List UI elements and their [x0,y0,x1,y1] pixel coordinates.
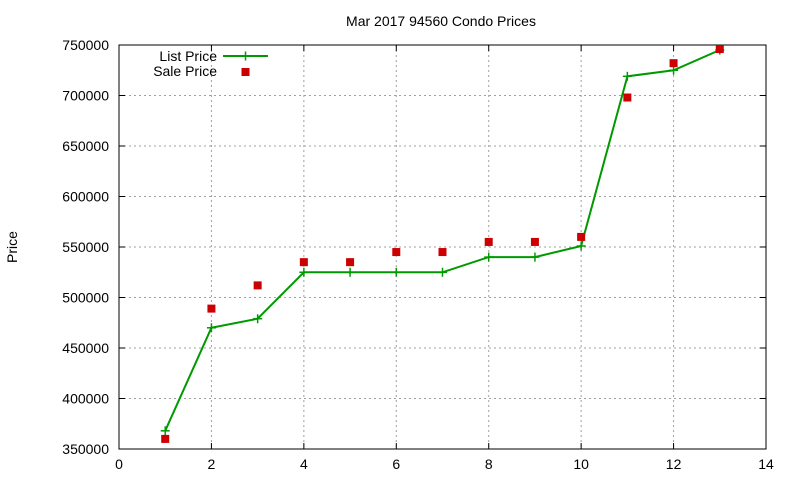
grid [119,45,766,449]
legend-label-list-price: List Price [159,48,217,64]
list-price-point [391,267,401,277]
series [160,45,725,443]
y-tick-label: 600000 [62,189,109,205]
legend-label-sale-price: Sale Price [153,63,217,79]
x-tick-label: 4 [300,456,308,472]
list-price-point [160,426,170,436]
list-price-point [206,323,216,333]
sale-price-point [392,248,401,257]
x-tick-label: 14 [758,456,774,472]
y-tick-label: 500000 [62,290,109,306]
y-tick-label: 750000 [62,37,109,53]
legend-sample-list-price-marker [241,51,250,61]
list-price-line [164,49,721,432]
chart-title: Mar 2017 94560 Condo Prices [346,13,536,29]
axis-ticks: 0 2 4 6 8 10 12 14 350000 400000 450000 500000 55000… [62,37,774,472]
sale-price-point [207,304,216,313]
sale-price-point [577,232,586,241]
y-axis-label: Price [4,231,20,263]
x-tick-label: 10 [573,456,589,472]
sale-price-point [623,93,632,102]
plot-frame [118,44,767,450]
sale-price-point [715,45,724,54]
y-tick-label: 700000 [62,88,109,104]
list-price-point [622,71,632,81]
list-price-point [345,267,355,277]
x-tick-label: 2 [208,456,216,472]
sale-price-point [299,258,308,267]
legend: List Price Sale Price [153,48,268,79]
y-tick-label: 650000 [62,138,109,154]
y-tick-label: 400000 [62,391,109,407]
list-price-point [438,267,447,277]
sale-price-point [161,434,170,443]
sale-price-point [669,59,678,68]
list-price-point [299,267,309,277]
x-tick-label: 12 [666,456,682,472]
sale-price-point [346,258,355,267]
x-tick-label: 6 [392,456,400,472]
y-tick-label: 450000 [62,340,109,356]
list-price-point [576,241,586,251]
list-price-point [484,252,494,262]
x-tick-label: 0 [115,456,123,472]
list-price-point [253,314,263,324]
list-price-point [669,65,679,75]
list-price-point [530,252,540,262]
x-tick-label: 8 [485,456,493,472]
y-tick-label: 350000 [62,441,109,457]
sale-price-point [253,281,262,290]
legend-sample-sale-price-marker [241,68,250,76]
y-tick-label: 550000 [62,239,109,255]
sale-price-point [438,248,447,257]
sale-price-point [484,237,493,246]
sale-price-point [530,237,539,246]
